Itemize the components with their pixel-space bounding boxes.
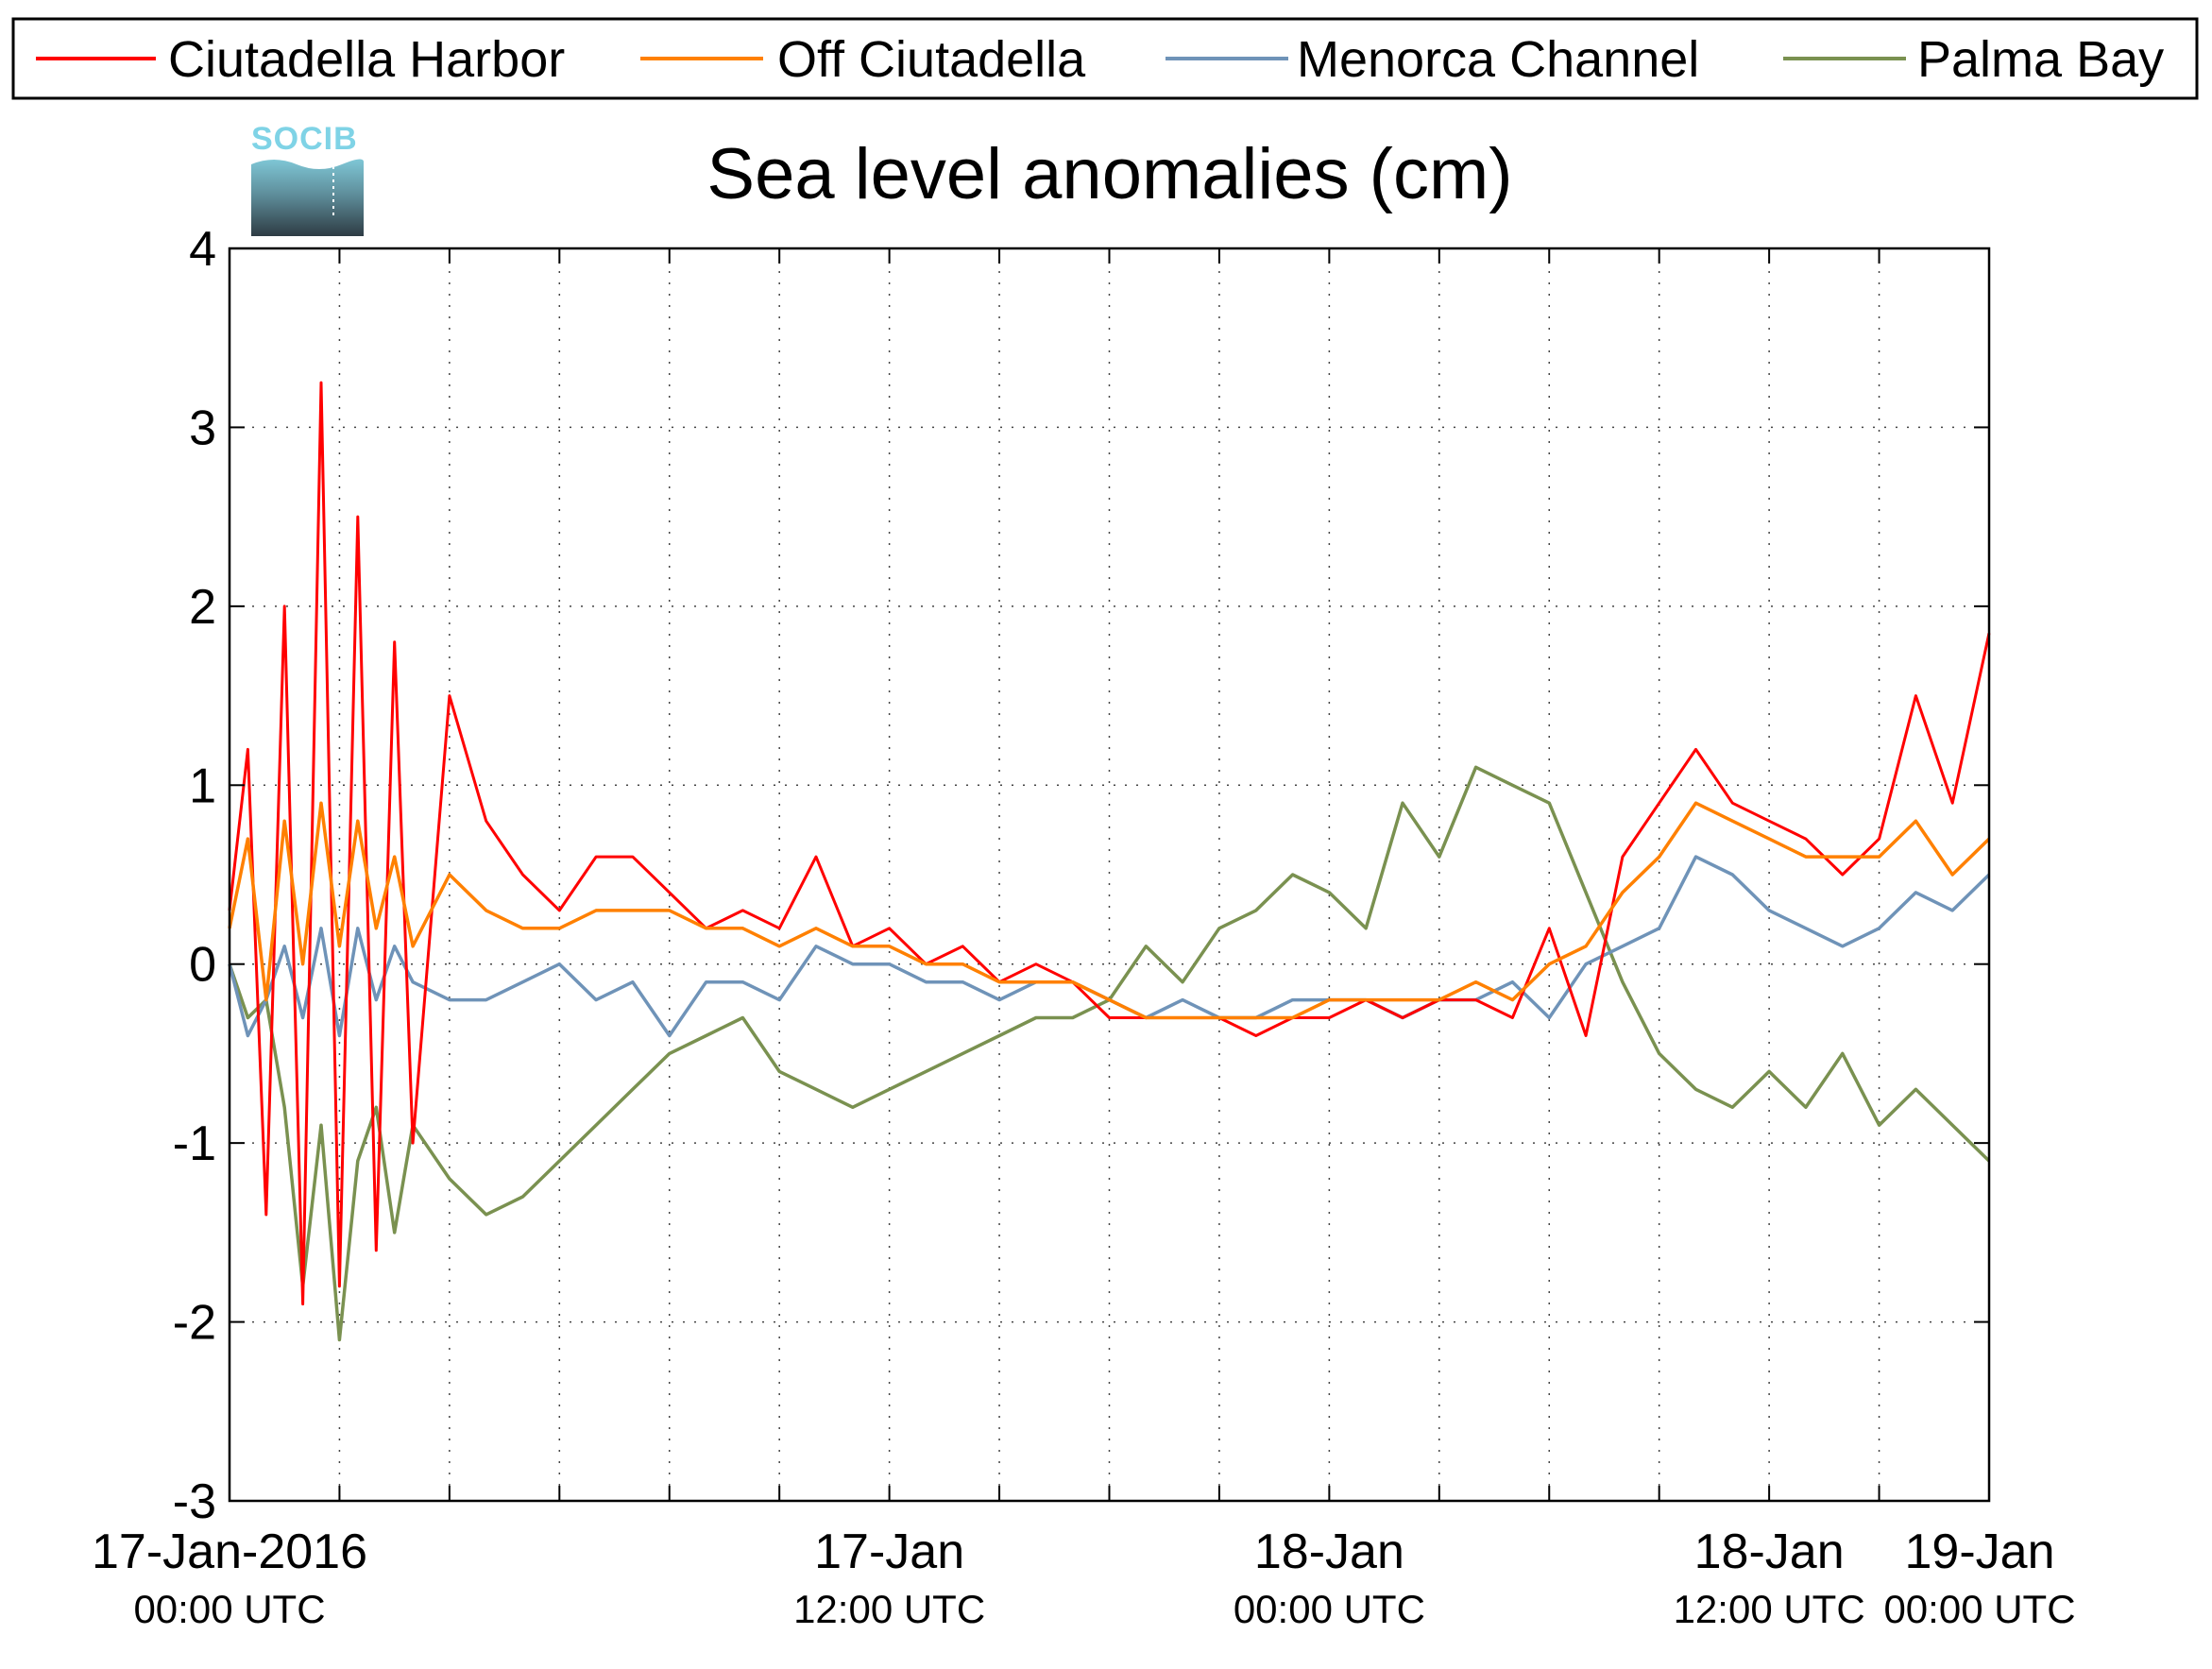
series-line-palma-bay [228,765,1991,1342]
x-minor-ticks [338,248,1880,1501]
x-tick-label-date: 18-Jan [1694,1524,1845,1579]
x-tick-label-time: 12:00 UTC [793,1587,985,1631]
legend: Ciutadella Harbor Off Ciutadella Menorca… [11,17,2199,100]
x-tick-label-time: 12:00 UTC [1674,1587,1865,1631]
y-tick-label: 2 [189,580,216,635]
x-tick-label-date: 19-Jan [1905,1524,2055,1579]
chart-title: Sea level anomalies (cm) [706,134,1512,214]
x-tick-label-date: 17-Jan-2016 [92,1524,367,1579]
logo-wave [251,159,365,236]
y-tick-label: -2 [173,1296,216,1351]
x-tick-label-date: 17-Jan [814,1524,964,1579]
x-tick-label-time: 00:00 UTC [133,1587,325,1631]
plot-area: -3 -2 -1 0 1 2 3 4 17-Jan-2016 00:00 UTC 17-Jan 12… [92,222,2076,1631]
y-tick-label: 3 [189,400,216,455]
legend-label-off-ciutadella: Off Ciutadella [777,31,1086,88]
series-line-menorca-channel [228,855,1991,1038]
x-tick-label-date: 18-Jan [1254,1524,1404,1579]
plot-frame [228,247,1991,1503]
x-tick-label-time: 00:00 UTC [1883,1587,2075,1631]
y-axis: -3 -2 -1 0 1 2 3 4 [173,222,1989,1529]
y-tick-label: 4 [189,222,216,277]
y-tick-label: -1 [173,1116,216,1171]
legend-label-menorca-channel: Menorca Channel [1297,31,1699,88]
grid-lines [230,248,1989,1501]
series-layer [228,381,1991,1342]
y-tick-label: 0 [189,938,216,993]
legend-label-palma-bay: Palma Bay [1917,31,2164,88]
legend-label-ciutadella-harbor: Ciutadella Harbor [168,31,565,88]
logo-text: SOCIB [251,121,358,157]
series-line-off-ciutadella [228,801,1991,1020]
plot-background [230,248,1989,1501]
y-tick-label: -3 [173,1474,216,1529]
x-tick-label-time: 00:00 UTC [1234,1587,1425,1631]
x-axis: 17-Jan-2016 00:00 UTC 17-Jan 12:00 UTC 18-Ja… [92,1524,2076,1631]
y-tick-label: 1 [189,758,216,813]
socib-logo: SOCIB [251,121,365,236]
series-line-ciutadella-harbor [228,381,1991,1306]
